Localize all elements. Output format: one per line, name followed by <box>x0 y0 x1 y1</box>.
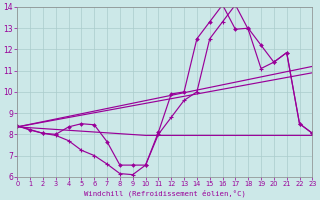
X-axis label: Windchill (Refroidissement éolien,°C): Windchill (Refroidissement éolien,°C) <box>84 189 246 197</box>
